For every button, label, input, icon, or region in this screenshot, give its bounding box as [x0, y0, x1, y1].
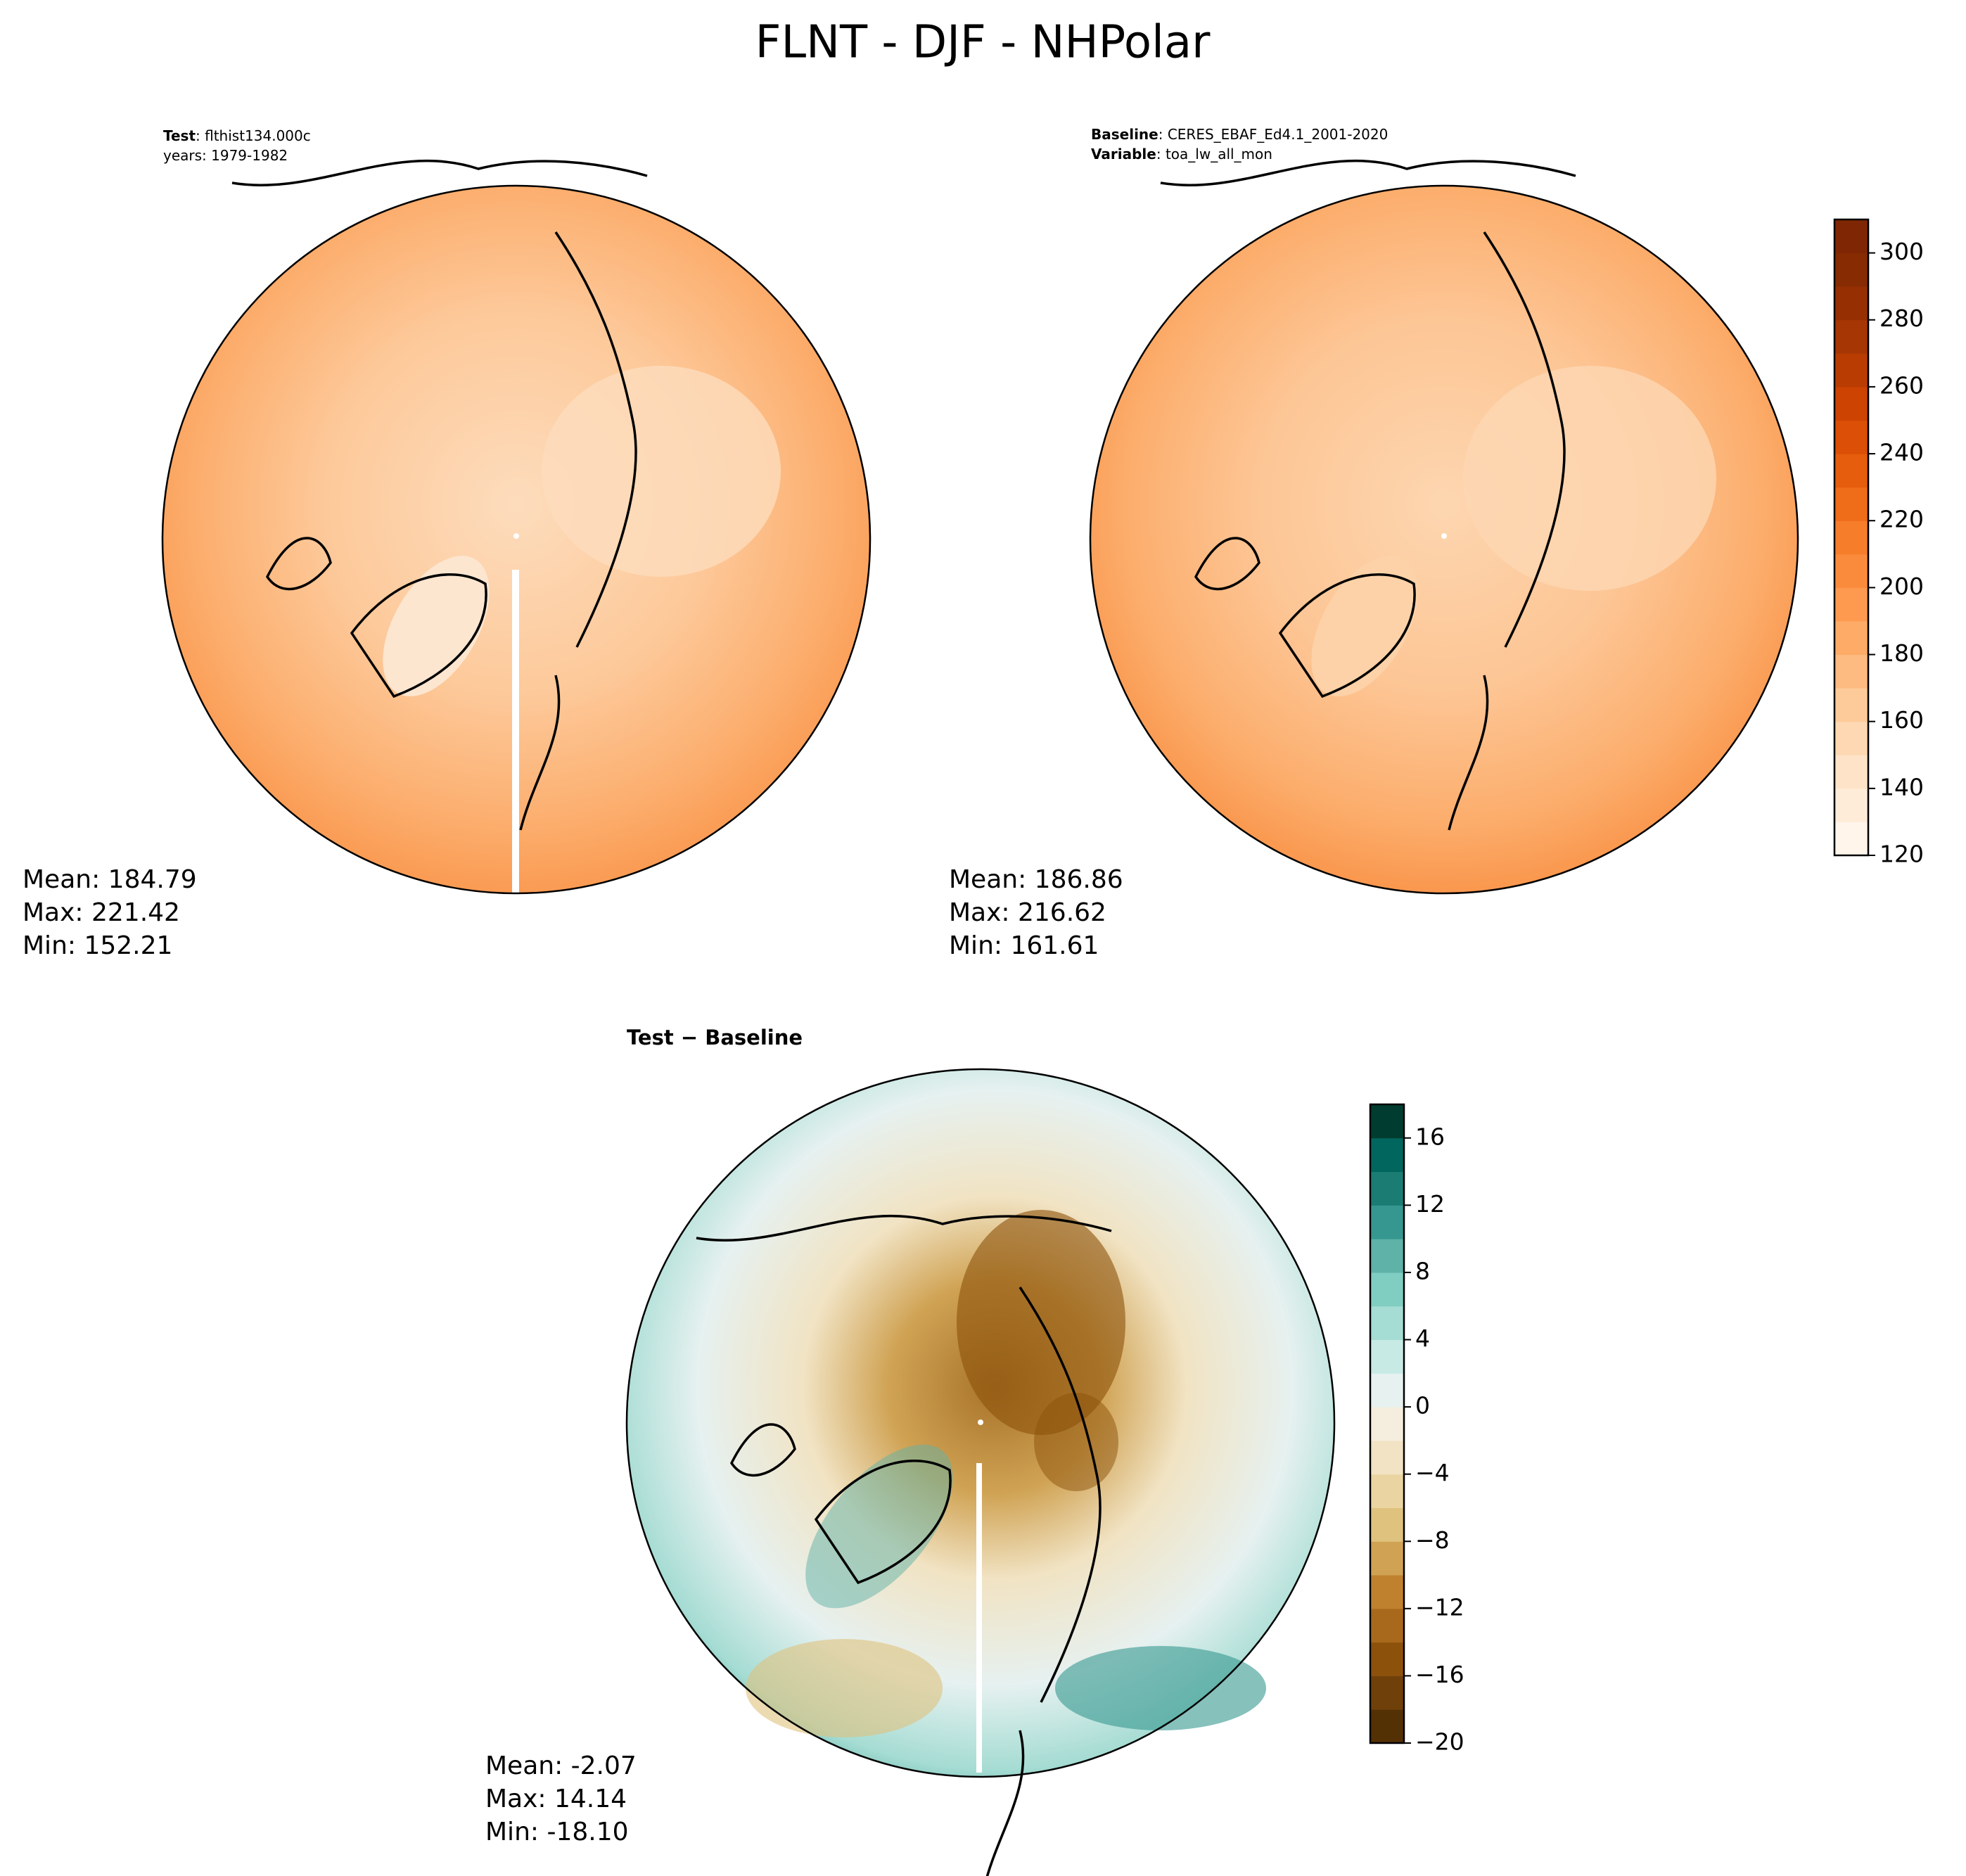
panel-header: Test: flthist134.000c [163, 127, 311, 144]
colorbar-tick-label: 240 [1879, 439, 1924, 466]
colorbar-segment [1834, 219, 1868, 254]
stat-text: Mean: -2.07 [485, 1751, 637, 1780]
header-label: Baseline [1091, 126, 1158, 143]
colorbar-segment [1834, 420, 1868, 454]
stat-text: Min: -18.10 [485, 1818, 629, 1846]
colorbar-tick-label: −16 [1415, 1661, 1464, 1688]
colorbar-frame [1369, 1103, 1405, 1744]
colorbar-tick-label: 220 [1879, 506, 1924, 533]
colorbar-tick-label: 140 [1879, 773, 1924, 800]
header-text: : CERES_EBAF_Ed4.1_2001-2020 [1158, 126, 1389, 143]
colorbar-segment [1834, 721, 1868, 755]
colorbar-segment [1370, 1137, 1404, 1173]
colorbar-tick-label: 160 [1879, 706, 1924, 734]
header-label: Variable [1091, 146, 1156, 162]
colorbar-segment [1370, 1575, 1404, 1609]
stat-text: Max: 14.14 [485, 1785, 627, 1813]
colorbar-tick-label: 200 [1879, 573, 1924, 600]
header-label: Test [163, 127, 196, 144]
colorbar-tick-label: −8 [1415, 1526, 1450, 1554]
colorbar-segment [1370, 1272, 1404, 1307]
colorbar-tick-label: 8 [1415, 1257, 1430, 1284]
colorbar-segment [1370, 1507, 1404, 1542]
colorbar-segment [1370, 1239, 1404, 1273]
header-text: : flthist134.000c [196, 127, 311, 144]
colorbar-segment [1834, 554, 1868, 588]
stat-text: Min: 161.61 [949, 931, 1099, 960]
colorbar-tick-label: −4 [1415, 1459, 1450, 1486]
colorbar-segment [1370, 1171, 1404, 1206]
header-text: years: 1979-1982 [163, 147, 288, 164]
colorbar-tick-label: −20 [1415, 1728, 1464, 1756]
colorbar-segment [1370, 1407, 1404, 1441]
colorbar-tick-label: 0 [1415, 1392, 1430, 1419]
map-test [161, 159, 872, 895]
colorbar-segment [1370, 1541, 1404, 1576]
colorbar-segment [1834, 454, 1868, 488]
stat-text: Max: 216.62 [949, 898, 1106, 927]
map-difference [625, 1068, 1336, 1876]
colorbar-segment [1834, 521, 1868, 555]
colorbar-tick-label: 120 [1879, 841, 1924, 868]
colorbar-segment [1834, 620, 1868, 656]
colorbar-segment [1370, 1440, 1404, 1475]
panel-header: Baseline: CERES_EBAF_Ed4.1_2001-2020 [1091, 126, 1388, 143]
colorbar-segment [1370, 1205, 1404, 1239]
colorbar-segment [1834, 755, 1868, 789]
panel-header: Variable: toa_lw_all_mon [1091, 146, 1272, 162]
colorbar-tick-label: 4 [1415, 1325, 1430, 1352]
colorbar-tick-label: 180 [1879, 639, 1924, 667]
colorbar-segment [1370, 1373, 1404, 1408]
colorbar-tick-label: 280 [1879, 305, 1924, 332]
colorbar-segment [1370, 1306, 1404, 1341]
stat-text: Min: 152.21 [23, 931, 172, 960]
colorbar-frame [1833, 218, 1870, 857]
map-baseline [1089, 159, 1799, 895]
colorbar-segment [1370, 1608, 1404, 1643]
colorbar-tick-label: 12 [1415, 1190, 1445, 1218]
colorbar-tick-label: −12 [1415, 1593, 1464, 1621]
colorbar-segment [1834, 688, 1868, 722]
colorbar-segment [1834, 319, 1868, 354]
colorbar-segment [1370, 1676, 1404, 1710]
colorbar-segment [1834, 286, 1868, 321]
colorbar-segment [1370, 1474, 1404, 1508]
colorbar-tick-label: 16 [1415, 1123, 1445, 1150]
colorbar-segment [1834, 587, 1868, 622]
colorbar-segment [1834, 788, 1868, 822]
header-text: : toa_lw_all_mon [1156, 146, 1272, 162]
panel-title: Test − Baseline [627, 1026, 803, 1049]
colorbar-segment [1834, 253, 1868, 287]
colorbar-segment [1834, 654, 1868, 689]
colorbar-tick-label: 260 [1879, 371, 1924, 399]
colorbar-segment [1834, 822, 1868, 856]
colorbar-segment [1834, 487, 1868, 521]
stat-text: Mean: 186.86 [949, 865, 1123, 894]
stat-text: Max: 221.42 [23, 898, 180, 927]
figure-title: FLNT - DJF - NHPolar [755, 17, 1211, 69]
colorbar-segment [1834, 353, 1868, 388]
colorbar-segment [1370, 1642, 1404, 1676]
colorbar-segment [1370, 1339, 1404, 1374]
colorbar-segment [1370, 1709, 1404, 1744]
colorbar-tick-label: 300 [1879, 238, 1924, 265]
panel-header: years: 1979-1982 [163, 147, 288, 164]
stat-text: Mean: 184.79 [23, 865, 197, 894]
colorbar-segment [1834, 386, 1868, 421]
colorbar-segment [1370, 1104, 1404, 1139]
